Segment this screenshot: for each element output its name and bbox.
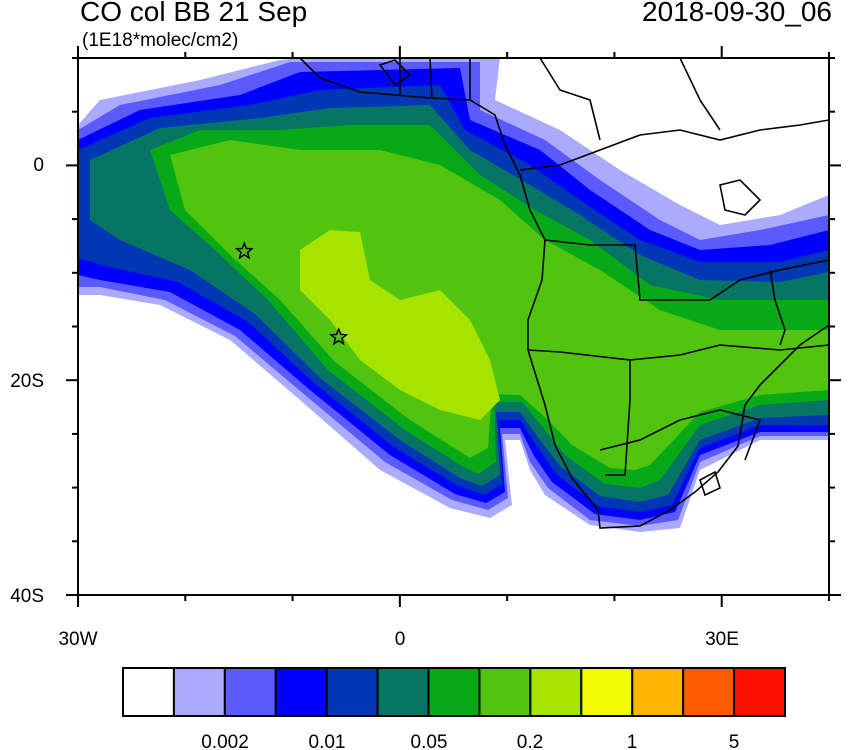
x-tick-label: 0 xyxy=(395,629,406,650)
coastline xyxy=(769,269,786,346)
co-plume-contours xyxy=(78,58,829,532)
colorbar-box xyxy=(580,667,634,717)
plot-title: CO col BB 21 Sep xyxy=(80,0,308,27)
colorbar-box xyxy=(376,667,430,717)
colorbar-box xyxy=(733,667,786,717)
colorbar-box xyxy=(274,667,328,717)
coastline xyxy=(679,58,721,131)
colorbar-box xyxy=(427,667,481,717)
coastline xyxy=(378,59,412,87)
y-tick-label: 0 xyxy=(33,155,44,176)
colorbar-box xyxy=(682,667,736,717)
colorbar-label: 0.2 xyxy=(517,732,543,750)
colorbar-box xyxy=(325,667,379,717)
coastline xyxy=(539,58,601,141)
colorbar-label: 0.002 xyxy=(201,732,249,750)
coastline xyxy=(719,179,762,216)
y-tick-label: 20S xyxy=(10,371,44,392)
contour-level xyxy=(300,230,500,420)
coastline xyxy=(429,58,433,99)
coastline xyxy=(699,470,721,497)
colorbar-box xyxy=(529,667,583,717)
colorbar-box xyxy=(223,667,277,717)
colorbar-box xyxy=(631,667,685,717)
colorbar-label: 1 xyxy=(627,732,638,750)
coastline xyxy=(519,119,829,171)
star-marker xyxy=(329,327,349,346)
site-markers xyxy=(234,241,349,346)
colorbar-label: 5 xyxy=(729,732,740,750)
units-label: (1E18*molec/cm2) xyxy=(82,30,239,51)
y-tick-label: 40S xyxy=(10,586,44,607)
colorbar-box xyxy=(122,667,175,717)
coastline xyxy=(599,409,762,461)
x-tick-label: 30E xyxy=(705,629,739,650)
datetime-label: 2018-09-30_06 xyxy=(642,0,832,27)
axis-ticks xyxy=(66,46,841,607)
coastline xyxy=(299,58,829,529)
coastline xyxy=(629,344,829,361)
coastlines xyxy=(299,58,829,529)
coastline xyxy=(544,239,829,301)
colorbar xyxy=(122,667,786,717)
colorbar-label: 0.05 xyxy=(411,732,448,750)
colorbar-box xyxy=(172,667,226,717)
colorbar-box xyxy=(478,667,532,717)
coastline xyxy=(527,349,631,476)
colorbar-label: 0.01 xyxy=(309,732,346,750)
contour-level xyxy=(170,140,829,470)
star-marker xyxy=(234,241,254,260)
x-tick-label: 30W xyxy=(58,629,97,650)
